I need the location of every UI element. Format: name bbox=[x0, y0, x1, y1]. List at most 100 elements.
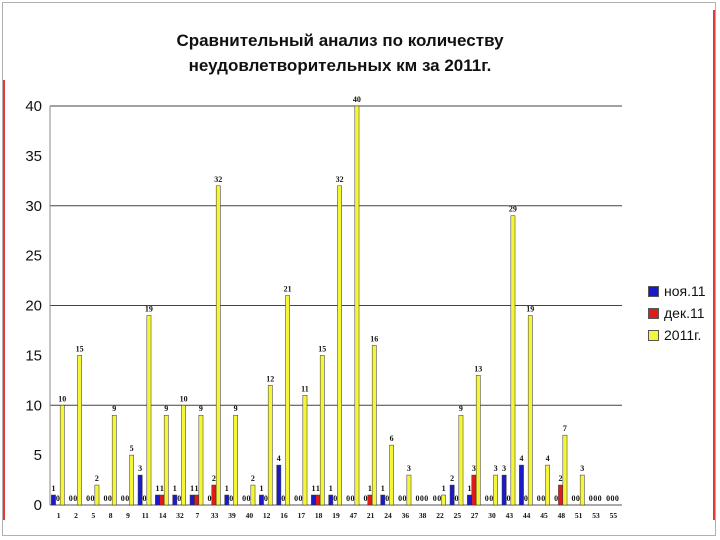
bar-nov bbox=[155, 494, 160, 506]
data-label: 21 bbox=[284, 285, 292, 294]
data-label: 0 bbox=[489, 494, 493, 503]
data-label: 10 bbox=[58, 394, 66, 403]
bar-dec bbox=[159, 494, 165, 506]
data-label: 0 bbox=[69, 494, 73, 503]
bar-2011 bbox=[267, 385, 273, 506]
data-label: 32 bbox=[336, 175, 344, 184]
data-label: 0 bbox=[455, 494, 459, 503]
legend-label-nov: ноя.11 bbox=[664, 283, 706, 299]
data-label: 0 bbox=[420, 494, 424, 503]
data-label: 0 bbox=[264, 494, 268, 503]
data-label: 12 bbox=[266, 374, 274, 383]
bar-2011 bbox=[562, 434, 568, 506]
x-tick-label: 7 bbox=[195, 511, 199, 520]
right-red-edge bbox=[713, 10, 715, 520]
bar-2011 bbox=[59, 405, 65, 506]
data-label: 6 bbox=[390, 434, 394, 443]
y-tick-label: 15 bbox=[25, 347, 42, 364]
chart-title-line-1: Сравнительный анализ по количеству bbox=[176, 31, 504, 50]
data-label: 0 bbox=[571, 494, 575, 503]
left-red-edge bbox=[3, 80, 5, 520]
bar-2011 bbox=[337, 185, 342, 506]
bar-nov bbox=[328, 494, 334, 506]
x-tick-label: 47 bbox=[350, 511, 358, 520]
data-label: 1 bbox=[155, 484, 159, 493]
x-tick-label: 27 bbox=[471, 511, 479, 520]
x-tick-label: 8 bbox=[109, 511, 113, 520]
data-label: 1 bbox=[173, 484, 177, 493]
chart-legend: ноя.11 дек.11 2011г. bbox=[648, 280, 706, 346]
bar-2011 bbox=[545, 464, 550, 506]
data-label: 0 bbox=[121, 494, 125, 503]
bar-nov bbox=[501, 474, 507, 506]
data-label: 0 bbox=[207, 494, 211, 503]
data-label: 3 bbox=[407, 464, 411, 473]
data-label: 0 bbox=[363, 494, 367, 503]
data-label: 15 bbox=[76, 344, 84, 353]
data-label: 7 bbox=[563, 424, 567, 433]
legend-swatch-2011 bbox=[648, 329, 659, 341]
data-label: 0 bbox=[103, 494, 107, 503]
x-tick-label: 22 bbox=[436, 511, 444, 520]
bar-2011 bbox=[510, 215, 516, 506]
data-label: 4 bbox=[519, 454, 523, 463]
data-label: 1 bbox=[316, 484, 320, 493]
data-label: 0 bbox=[598, 494, 602, 503]
data-label: 0 bbox=[351, 494, 355, 503]
y-tick-label: 10 bbox=[25, 397, 42, 414]
legend-label-dec: дек.11 bbox=[664, 305, 705, 321]
data-label: 0 bbox=[247, 494, 251, 503]
data-label: 0 bbox=[507, 494, 511, 503]
data-label: 0 bbox=[403, 494, 407, 503]
bar-nov bbox=[51, 494, 56, 506]
data-label: 19 bbox=[145, 304, 153, 313]
data-label: 29 bbox=[509, 205, 517, 214]
x-tick-label: 39 bbox=[228, 511, 236, 520]
data-label: 0 bbox=[415, 494, 419, 503]
data-label: 13 bbox=[474, 364, 482, 373]
data-label: 9 bbox=[112, 404, 116, 413]
data-label: 0 bbox=[346, 494, 350, 503]
x-tick-label: 32 bbox=[176, 511, 184, 520]
data-label: 0 bbox=[554, 494, 558, 503]
x-tick-label: 18 bbox=[315, 511, 323, 520]
data-label: 16 bbox=[370, 334, 378, 343]
data-label: 40 bbox=[353, 95, 361, 104]
bar-2011 bbox=[181, 405, 186, 506]
data-label: 9 bbox=[164, 404, 168, 413]
data-label: 2 bbox=[559, 474, 563, 483]
data-label: 0 bbox=[91, 494, 95, 503]
data-label: 32 bbox=[214, 175, 222, 184]
bar-2011 bbox=[250, 484, 256, 506]
data-label: 0 bbox=[143, 494, 147, 503]
bar-2011 bbox=[579, 474, 585, 506]
x-tick-label: 51 bbox=[575, 511, 583, 520]
data-label: 0 bbox=[281, 494, 285, 503]
data-label: 1 bbox=[311, 484, 315, 493]
bar-2011 bbox=[354, 105, 360, 506]
data-label: 1 bbox=[329, 484, 333, 493]
y-tick-label: 25 bbox=[25, 248, 42, 265]
x-tick-label: 21 bbox=[367, 511, 375, 520]
x-tick-label: 33 bbox=[211, 511, 219, 520]
bar-2011 bbox=[163, 414, 169, 506]
x-tick-label: 44 bbox=[523, 511, 531, 520]
bar-dec bbox=[471, 474, 477, 506]
bar-2011 bbox=[441, 494, 446, 506]
bar-dec bbox=[194, 494, 199, 506]
x-tick-label: 12 bbox=[263, 511, 271, 520]
y-tick-label: 5 bbox=[34, 447, 42, 464]
bar-dec bbox=[558, 484, 563, 506]
data-label: 1 bbox=[381, 484, 385, 493]
bar-2011 bbox=[302, 395, 308, 506]
bar-dec bbox=[211, 484, 217, 506]
x-tick-label: 16 bbox=[280, 511, 288, 520]
bar-nov bbox=[380, 494, 386, 506]
bar-nov bbox=[259, 494, 264, 506]
x-tick-label: 45 bbox=[540, 511, 548, 520]
x-tick-label: 48 bbox=[558, 511, 566, 520]
bar-nov bbox=[224, 494, 230, 506]
bar-2011 bbox=[77, 355, 82, 506]
x-tick-label: 30 bbox=[488, 511, 496, 520]
